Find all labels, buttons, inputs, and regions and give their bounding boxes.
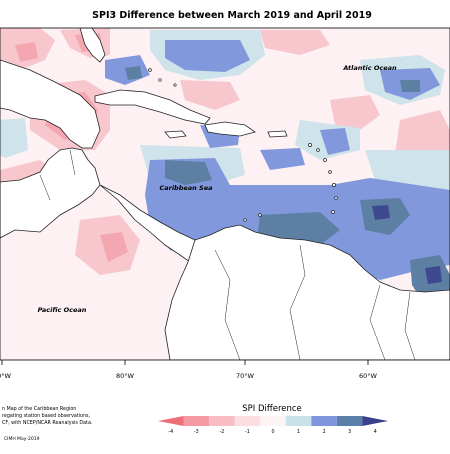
legend-swatch [183, 416, 210, 426]
legend-tick-label: -1 [245, 429, 250, 435]
legend-tick-label: 0 [271, 429, 274, 435]
florida-peninsula [79, 28, 106, 63]
tick-label-60w: 60°W [359, 372, 378, 380]
tick-label-70w: 70°W [236, 372, 255, 380]
tick-label-90w: 90°W [0, 372, 12, 380]
legend-swatch [158, 416, 184, 426]
longitude-axis: 90°W 80°W 70°W 60°W [0, 360, 378, 380]
legend-swatch [336, 416, 363, 426]
legend-swatch [311, 416, 337, 426]
tick-label-80w: 80°W [116, 372, 135, 380]
yucatan-landmass [0, 59, 101, 149]
label-pacific-ocean: Pacific Ocean [38, 306, 87, 314]
legend-tick-label: 4 [374, 429, 377, 435]
legend-tick-label: -2 [219, 429, 224, 435]
footnote-line-1: n Map of the Caribbean Region [2, 406, 76, 412]
legend-tick-labels: -4 -3 -2 -1 0 1 2 3 4 [168, 429, 376, 435]
south-america-landmass [164, 224, 450, 360]
legend: SPI Difference -4 -3 -2 -1 0 1 2 3 4 [158, 404, 388, 435]
legend-swatch [234, 416, 261, 426]
legend-color-bar [158, 416, 388, 426]
central-america-landmass [0, 147, 101, 239]
legend-tick-label: 1 [297, 429, 300, 435]
legend-swatch [209, 416, 235, 426]
label-caribbean-sea: Caribbean Sea [159, 184, 212, 192]
land-outlines [0, 28, 450, 360]
label-atlantic-ocean: Atlantic Ocean [342, 64, 397, 72]
legend-swatch [362, 416, 388, 426]
legend-swatch [285, 416, 312, 426]
legend-tick-label: -3 [194, 429, 199, 435]
legend-tick-label: 2 [323, 429, 326, 435]
jamaica-island [164, 130, 187, 139]
legend-title: SPI Difference [242, 404, 302, 414]
footnote-credit: CIMH May-2019 [4, 436, 40, 442]
map-title: SPI3 Difference between March 2019 and A… [92, 10, 372, 21]
legend-tick-label: -4 [168, 429, 173, 435]
cuba-island [94, 89, 211, 125]
puerto-rico-island [267, 130, 288, 138]
legend-swatch [260, 416, 286, 426]
legend-tick-label: 3 [348, 429, 351, 435]
map-border [0, 27, 450, 361]
small-islands [148, 68, 338, 222]
footnote: n Map of the Caribbean Region regating s… [2, 406, 92, 442]
map-frame: Atlantic Ocean Caribbean Sea Pacific Oce… [0, 27, 450, 361]
hispaniola-island [204, 121, 256, 137]
footnote-line-2: regating station based observations, [2, 413, 91, 419]
extreme-positive-areas [372, 205, 442, 284]
footnote-line-3: CF, with NCEP/NCAR Reanalysis Data. [2, 420, 92, 426]
country-borders [39, 149, 416, 360]
